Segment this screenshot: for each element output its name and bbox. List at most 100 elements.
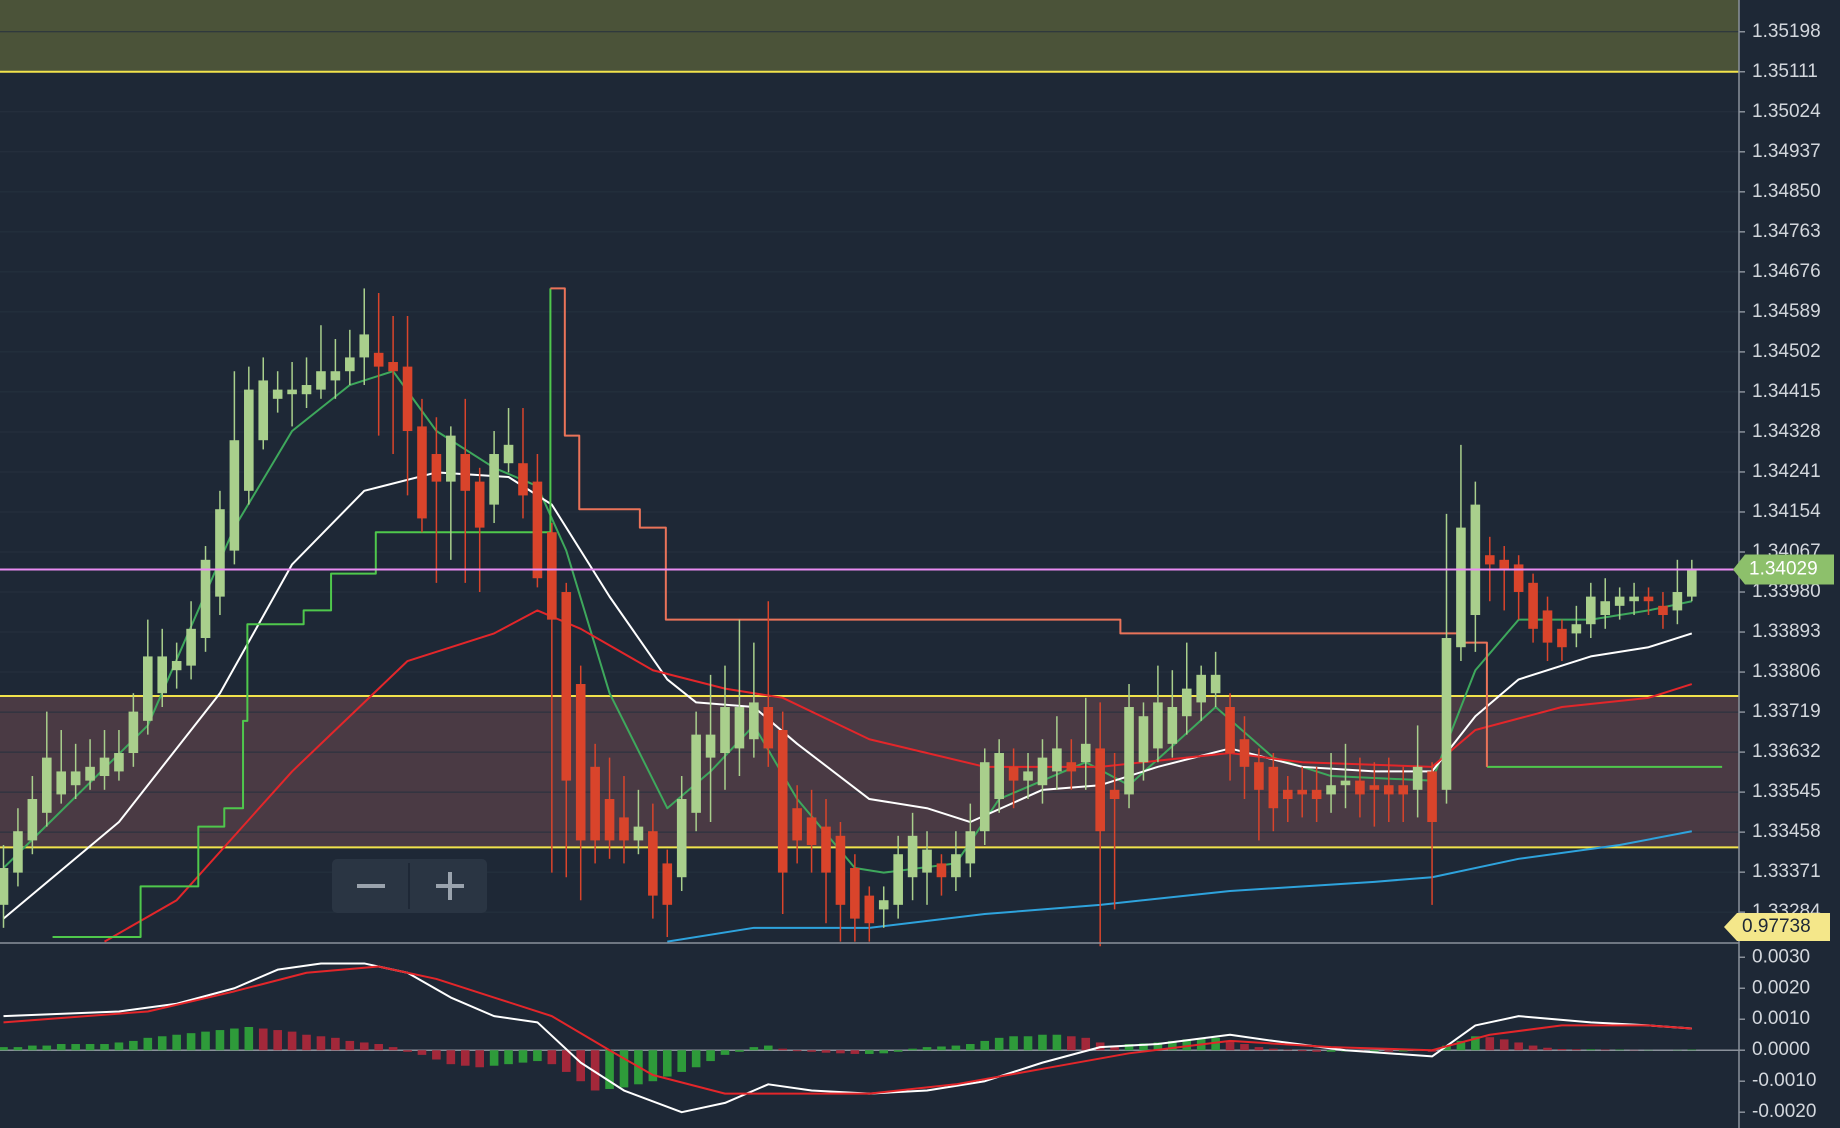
histogram-bar	[879, 1050, 889, 1054]
histogram-bar	[114, 1042, 124, 1051]
candle-body	[878, 900, 889, 910]
candle-body	[763, 707, 774, 749]
channel-line	[52, 288, 1723, 939]
histogram-bar	[258, 1028, 268, 1051]
y-tick-label: 1.33371	[1752, 861, 1821, 882]
y-tick-label: 1.33632	[1752, 741, 1821, 762]
zoom-in-button[interactable]	[436, 872, 464, 900]
candle-body	[1340, 780, 1351, 786]
histogram-bar	[1153, 1042, 1163, 1051]
histogram-bar	[778, 1048, 788, 1051]
histogram-bar	[446, 1050, 456, 1065]
histogram-bar	[937, 1046, 946, 1051]
candle-body	[388, 362, 398, 372]
histogram-bar	[735, 1050, 744, 1052]
histogram-bar	[1312, 1050, 1321, 1052]
candle-body	[705, 734, 716, 758]
candle-body	[56, 771, 67, 795]
candle-body	[345, 357, 355, 372]
histogram-bar	[157, 1036, 167, 1051]
candle-body	[1383, 785, 1394, 795]
y-tick-label: 1.35198	[1752, 21, 1821, 42]
candle-body	[1124, 707, 1134, 795]
y-tick-label: 1.33893	[1752, 621, 1821, 642]
histogram-bar	[951, 1045, 961, 1051]
candle-body	[518, 463, 528, 496]
macd-line	[3, 965, 1692, 1095]
candle-body	[474, 481, 485, 528]
candle-body	[1037, 757, 1048, 786]
moving-average	[2, 471, 1693, 920]
histogram-bar	[1110, 1045, 1119, 1051]
candle-body	[402, 366, 413, 432]
histogram-bar	[230, 1028, 239, 1051]
y-tick-label: 1.33980	[1752, 581, 1821, 602]
candle-body	[821, 826, 831, 873]
candle-body	[1008, 766, 1019, 781]
histogram-bar	[56, 1044, 66, 1051]
candle-body	[1687, 569, 1697, 597]
candle-body	[547, 532, 557, 620]
axis-labels: 1.35198 1.35111 1.35024 1.34937 1.34850 1.347…	[1724, 21, 1834, 1122]
candle-body	[907, 835, 918, 878]
candle-body	[186, 628, 196, 666]
histogram-bar	[590, 1050, 600, 1091]
y-tick-label: 1.34850	[1752, 181, 1821, 202]
y-tick-label: 1.33458	[1752, 821, 1821, 842]
histogram-bar	[908, 1048, 917, 1051]
y-tick-label: 1.34763	[1752, 221, 1821, 242]
candle-body	[1282, 789, 1293, 800]
candle-body	[431, 454, 442, 482]
candle-body	[691, 734, 701, 813]
histogram-bar	[475, 1050, 484, 1068]
histogram-bar	[836, 1050, 845, 1054]
histogram-bar	[1615, 1049, 1624, 1051]
histogram-bar	[518, 1050, 528, 1063]
candle-body	[1210, 674, 1221, 694]
candle-body	[633, 826, 644, 841]
candle-body	[1239, 739, 1250, 767]
y-tick-label: 1.34589	[1752, 301, 1821, 322]
candle-body	[648, 831, 658, 896]
histogram-bar	[1398, 1050, 1408, 1052]
histogram-bar	[605, 1050, 614, 1089]
candle-body	[604, 799, 615, 841]
histogram-bar	[403, 1050, 412, 1052]
candle-body	[936, 863, 947, 878]
histogram-bar	[504, 1050, 513, 1065]
candle-body	[1513, 564, 1524, 593]
candle-body	[301, 385, 312, 395]
histogram-bar	[1139, 1043, 1148, 1051]
candle-body	[777, 730, 788, 873]
candle-body	[676, 799, 687, 878]
histogram-bar	[1557, 1048, 1567, 1051]
y-tick-label: 1.35024	[1752, 101, 1821, 122]
histogram-bar	[432, 1050, 441, 1060]
histogram-bar	[763, 1045, 773, 1051]
candle-body	[575, 684, 586, 841]
y-tick-label: 1.34502	[1752, 341, 1821, 362]
histogram-bar	[0, 1047, 8, 1051]
histogram-bar	[533, 1050, 542, 1062]
histogram-bar	[273, 1030, 282, 1051]
candle-body	[835, 835, 846, 905]
candle-body	[720, 707, 730, 754]
y-tick-label: -0.0020	[1752, 1101, 1816, 1122]
histogram-bar	[1687, 1049, 1697, 1051]
histogram-bar	[1297, 1050, 1307, 1052]
histogram-bar	[1225, 1040, 1235, 1051]
candle-body	[1095, 748, 1105, 832]
candle-body	[1427, 771, 1437, 823]
histogram-bar	[1514, 1042, 1523, 1051]
histogram-bar	[1124, 1044, 1134, 1051]
candle-body	[590, 766, 600, 841]
candle-body	[258, 380, 269, 441]
candle-body	[1643, 596, 1654, 602]
candle-body	[446, 435, 456, 482]
histogram-bar	[1384, 1050, 1394, 1052]
candle-body	[1167, 707, 1178, 744]
candle-body	[41, 757, 52, 813]
histogram-bar	[71, 1044, 80, 1051]
